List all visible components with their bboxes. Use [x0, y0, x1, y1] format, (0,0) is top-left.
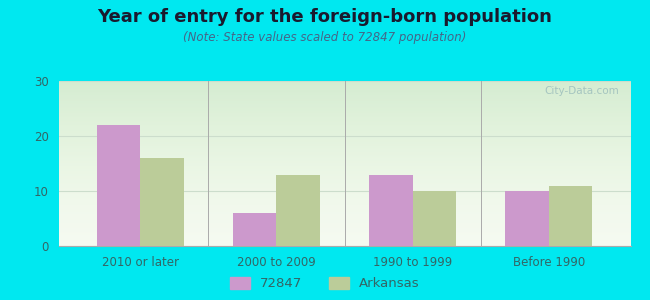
Text: Year of entry for the foreign-born population: Year of entry for the foreign-born popul…	[98, 8, 552, 26]
Bar	[233, 213, 276, 246]
Bar	[413, 191, 456, 246]
Text: City-Data.com: City-Data.com	[544, 86, 619, 96]
Bar	[276, 175, 320, 246]
Bar	[549, 185, 592, 246]
Bar	[369, 175, 413, 246]
Text: (Note: State values scaled to 72847 population): (Note: State values scaled to 72847 popu…	[183, 32, 467, 44]
Bar	[505, 191, 549, 246]
Bar	[140, 158, 184, 246]
Legend: 72847, Arkansas: 72847, Arkansas	[230, 277, 420, 290]
Bar	[97, 125, 140, 246]
